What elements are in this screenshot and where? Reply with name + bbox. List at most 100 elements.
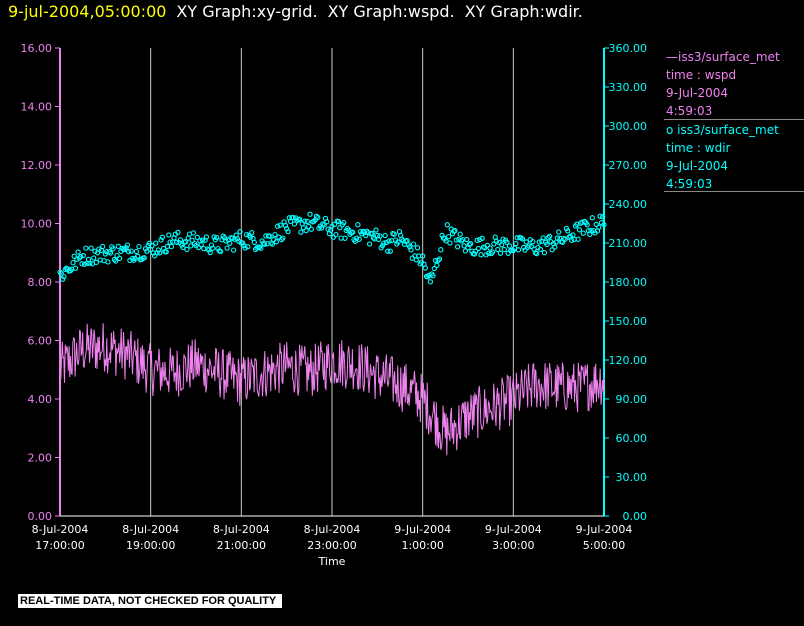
series-wdir-point	[175, 229, 181, 236]
series-wdir-point	[298, 229, 304, 235]
y-left-tick-label: 12.00	[21, 159, 53, 172]
series-wdir-point	[530, 238, 536, 245]
series-wdir-point	[377, 233, 383, 239]
series-wdir-point	[59, 276, 66, 282]
series-wdir-point	[444, 222, 450, 228]
series-wdir-point	[195, 244, 202, 251]
series-wdir-point	[536, 239, 542, 245]
legend-wdir-variable: time : wdir	[666, 141, 731, 155]
series-wdir-point	[588, 228, 594, 234]
legend-wspd-variable: time : wspd	[666, 68, 737, 82]
y-right-tick-label: 150.00	[609, 315, 648, 328]
series-wdir-point	[458, 238, 465, 244]
series-wdir-point	[344, 226, 351, 232]
series-wdir-point	[285, 228, 291, 235]
series-wdir-point	[273, 239, 279, 245]
x-tick-time: 23:00:00	[307, 539, 356, 552]
series-wdir-point	[492, 234, 498, 240]
series-wdir-point	[541, 250, 548, 256]
series-wdir-point	[290, 214, 296, 221]
x-tick-date: 8-Jul-2004	[122, 523, 179, 536]
y-right-tick-label: 60.00	[616, 432, 648, 445]
y-right-tick-label: 360.00	[609, 42, 648, 55]
series-wdir-point	[230, 247, 237, 253]
series-wdir-point	[324, 219, 330, 225]
series-wdir-point	[284, 226, 290, 232]
series-wdir-point	[203, 234, 210, 240]
series-wdir-point	[537, 246, 544, 253]
series-wdir-point	[427, 279, 434, 285]
series-wdir-point	[304, 218, 311, 225]
series-wdir-point	[188, 243, 194, 249]
series-wdir	[57, 211, 607, 285]
x-tick-time: 19:00:00	[126, 539, 175, 552]
y-right-tick-label: 240.00	[609, 198, 648, 211]
legend-divider	[664, 191, 804, 192]
timestamp: 9-jul-2004,05:00:00	[8, 2, 167, 21]
y-left-tick-label: 4.00	[28, 393, 53, 406]
series-wdir-point	[369, 230, 375, 237]
series-wdir-point	[383, 239, 390, 246]
series-wdir-point	[373, 227, 379, 233]
series-wdir-point	[407, 244, 413, 250]
series-wdir-point	[554, 235, 561, 241]
y-right-tick-label: 270.00	[609, 159, 648, 172]
series-wdir-point	[568, 237, 575, 244]
series-wdir-point	[489, 249, 496, 255]
legend-wdir-source: o iss3/surface_met	[666, 123, 779, 137]
series-wdir-point	[110, 246, 116, 252]
series-wdir-point	[224, 245, 230, 251]
x-tick-date: 9-Jul-2004	[485, 523, 542, 536]
series-wdir-point	[190, 230, 197, 236]
series-wdir-point	[133, 248, 140, 255]
series-wdir-point	[237, 229, 243, 235]
series-wdir-point	[114, 252, 120, 259]
series-wdir-point	[584, 222, 590, 228]
x-tick-time: 3:00:00	[492, 539, 534, 552]
series-wdir-point	[366, 241, 373, 247]
series-wdir-point	[88, 245, 94, 251]
series-wdir-point	[443, 238, 449, 244]
x-tick-time: 1:00:00	[401, 539, 443, 552]
series-wdir-point	[113, 258, 119, 264]
series-wdir-point	[431, 265, 437, 272]
y-right-tick-label: 330.00	[609, 81, 648, 94]
series-wdir-point	[515, 247, 522, 253]
series-wdir-point	[83, 245, 89, 251]
series-wdir-point	[434, 262, 440, 269]
series-wdir-point	[149, 243, 155, 249]
series-wdir-point	[243, 231, 250, 238]
series-wdir-point	[311, 218, 317, 224]
series-wdir-point	[478, 252, 484, 258]
series-wdir-point	[303, 227, 309, 234]
series-wdir-point	[247, 234, 254, 240]
series-wdir-point	[75, 249, 81, 255]
x-tick-date: 9-Jul-2004	[394, 523, 451, 536]
series-wdir-point	[207, 249, 213, 256]
quality-warning: REAL-TIME DATA, NOT CHECKED FOR QUALITY	[18, 594, 283, 608]
series-wdir-point	[422, 265, 428, 271]
legend-wspd-date: 9-Jul-2004	[666, 86, 728, 100]
series-wdir-point	[267, 233, 273, 239]
series-wdir-point	[166, 232, 172, 238]
series-wdir-point	[479, 235, 485, 241]
x-tick-time: 17:00:00	[35, 539, 84, 552]
series-wdir-point	[79, 261, 85, 267]
series-wdir-point	[519, 236, 526, 242]
series-wdir-point	[159, 234, 165, 240]
series-wdir-point	[575, 236, 581, 242]
series-wdir-point	[452, 227, 458, 234]
y-right-tick-label: 90.00	[616, 393, 648, 406]
series-wdir-point	[576, 227, 583, 233]
legend-wspd-time: 4:59:03	[666, 104, 713, 118]
series-wdir-point	[163, 249, 169, 255]
series-wdir-point	[308, 226, 314, 232]
y-left-tick-label: 8.00	[28, 276, 53, 289]
series-wdir-point	[350, 229, 356, 235]
series-wdir-point	[180, 244, 186, 251]
series-wdir-point	[471, 251, 478, 257]
series-wdir-point	[488, 250, 494, 257]
legend-wspd: —iss3/surface_met time : wspd 9-Jul-2004…	[666, 48, 780, 120]
series-wdir-point	[545, 235, 551, 241]
series-wdir-point	[430, 273, 436, 279]
